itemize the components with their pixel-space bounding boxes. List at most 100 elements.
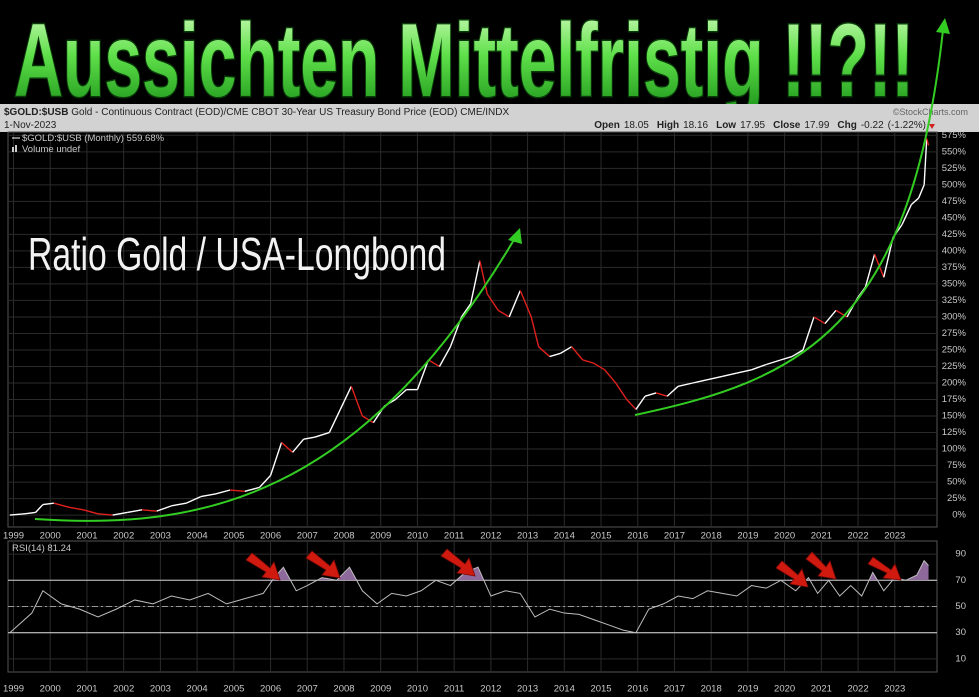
quote-value: -0.22 xyxy=(861,120,884,131)
volume-icon xyxy=(12,147,14,152)
symbol: $GOLD:$USB xyxy=(4,107,68,118)
x-tick-label: 2018 xyxy=(701,684,722,695)
annotation: Ratio Gold / USA-Longbond xyxy=(28,228,446,280)
price-segment xyxy=(97,513,113,516)
y-tick-label: 150% xyxy=(942,411,967,422)
price-segment xyxy=(68,506,84,511)
price-segment xyxy=(281,441,294,453)
x-tick-label: 2012 xyxy=(480,684,501,695)
y-tick-label: 50% xyxy=(947,477,967,488)
price-segment xyxy=(428,359,440,368)
price-segment xyxy=(791,349,804,358)
x-tick-label: 2009 xyxy=(370,684,391,695)
quote-value: 17.99 xyxy=(804,120,829,131)
price-segment xyxy=(292,438,305,453)
y-tick-label: 90 xyxy=(955,549,966,560)
price-segment xyxy=(615,382,628,400)
x-tick-label: 2019 xyxy=(737,684,758,695)
price-segment xyxy=(508,290,521,318)
price-segment xyxy=(244,486,260,493)
price-segment xyxy=(339,386,352,410)
price-segment xyxy=(127,509,143,514)
x-tick-label: 2011 xyxy=(444,684,464,695)
price-segment xyxy=(644,392,657,397)
x-tick-label: 2013 xyxy=(517,531,538,542)
y-tick-label: 250% xyxy=(942,344,967,355)
headline: Aussichten Mittelfristig !!?!! xyxy=(14,3,914,119)
y-tick-label: 10 xyxy=(955,653,966,664)
header-line: $GOLD:$USB Gold - Continuous Contract (E… xyxy=(4,107,509,118)
price-segment xyxy=(200,493,216,498)
price-segment xyxy=(350,386,363,417)
trend-arrows xyxy=(34,29,944,522)
x-tick-label: 2020 xyxy=(774,531,795,542)
x-tick-label: 2005 xyxy=(223,684,244,695)
price-segment xyxy=(24,511,36,515)
x-tick-label: 2009 xyxy=(370,531,391,542)
red-arrow xyxy=(775,560,809,588)
x-tick-label: 1999 xyxy=(3,531,24,542)
quote-value: 18.16 xyxy=(683,120,708,131)
x-tick-label: 2020 xyxy=(774,684,795,695)
price-segment xyxy=(780,355,793,361)
price-segment xyxy=(9,513,25,516)
x-tick-label: 2017 xyxy=(664,531,685,542)
red-arrow xyxy=(867,556,902,581)
price-segment xyxy=(303,436,315,440)
x-tick-label: 2015 xyxy=(590,531,611,542)
x-tick-label: 2022 xyxy=(847,531,868,542)
price-segment xyxy=(519,290,532,318)
price-segment xyxy=(460,303,472,318)
x-tick-label: 2008 xyxy=(333,684,354,695)
price-segment xyxy=(469,260,481,304)
x-tick-label: 2005 xyxy=(223,531,244,542)
price-segment xyxy=(635,395,646,410)
rsi-name: RSI(14) xyxy=(12,543,45,554)
price-segment xyxy=(666,385,679,397)
price-segment xyxy=(269,442,283,476)
x-tick-label: 2006 xyxy=(260,531,281,542)
x-tick-label: 2006 xyxy=(260,684,281,695)
price-segment xyxy=(864,254,876,288)
y-tick-label: 525% xyxy=(942,163,967,174)
price-segment xyxy=(486,293,499,311)
quote-value: 18.05 xyxy=(624,120,649,131)
price-segment xyxy=(35,504,44,513)
x-tick-label: 1999 xyxy=(3,684,24,695)
price-segment xyxy=(707,375,723,381)
y-tick-label: 25% xyxy=(947,493,967,504)
y-tick-label: 30 xyxy=(955,627,966,638)
down-marker xyxy=(929,124,935,129)
x-tick-label: 2003 xyxy=(150,531,171,542)
y-tick-label: 450% xyxy=(942,212,967,223)
x-tick-label: 2010 xyxy=(407,531,428,542)
x-tick-label: 2004 xyxy=(187,531,208,542)
trend-curve xyxy=(34,237,516,522)
y-tick-label: 300% xyxy=(942,311,967,322)
price-segment xyxy=(259,475,272,488)
price-segment xyxy=(416,359,430,390)
y-tick-label: 175% xyxy=(942,394,967,405)
quote-label: High xyxy=(657,120,679,131)
price-segment xyxy=(394,389,407,401)
price-segment xyxy=(677,382,693,387)
price-segment xyxy=(813,316,826,325)
legend: $GOLD:$USB (Monthly) 559.68% xyxy=(22,133,165,144)
x-tick-label: 2019 xyxy=(737,531,758,542)
price-segment xyxy=(112,511,128,516)
price-segment xyxy=(83,509,99,515)
price-segment xyxy=(530,316,540,347)
y-tick-label: 100% xyxy=(942,444,967,455)
price-segment xyxy=(926,138,930,146)
trend-curve xyxy=(634,29,944,416)
y-tick-label: 125% xyxy=(942,427,967,438)
rsi-arrows xyxy=(245,548,902,588)
red-arrow xyxy=(805,551,837,580)
price-segment xyxy=(593,362,606,371)
y-tick-label: 550% xyxy=(942,146,967,157)
x-tick-label: 2013 xyxy=(517,684,538,695)
x-tick-label: 2016 xyxy=(627,531,648,542)
x-tick-label: 2014 xyxy=(554,684,575,695)
x-tick-label: 2012 xyxy=(480,531,501,542)
price-segment xyxy=(655,392,668,397)
